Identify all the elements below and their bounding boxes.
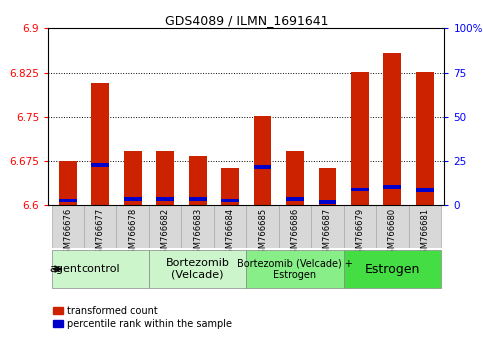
- Text: GSM766676: GSM766676: [63, 207, 72, 259]
- Bar: [116, 205, 149, 248]
- Title: GDS4089 / ILMN_1691641: GDS4089 / ILMN_1691641: [165, 14, 328, 27]
- Text: agent: agent: [49, 264, 81, 274]
- Bar: [91, 164, 109, 167]
- Text: GSM766687: GSM766687: [323, 207, 332, 259]
- Text: GSM766677: GSM766677: [96, 207, 105, 259]
- Bar: [279, 205, 311, 248]
- Bar: [344, 250, 441, 288]
- Bar: [214, 205, 246, 248]
- Bar: [246, 250, 344, 288]
- Bar: [189, 197, 207, 201]
- Text: GSM766684: GSM766684: [226, 207, 235, 258]
- Bar: [52, 205, 84, 248]
- Bar: [409, 205, 441, 248]
- Bar: [416, 188, 434, 192]
- Bar: [344, 205, 376, 248]
- Bar: [384, 185, 401, 189]
- Text: GSM766685: GSM766685: [258, 207, 267, 258]
- Bar: [286, 151, 304, 205]
- Bar: [91, 82, 109, 205]
- Bar: [149, 205, 182, 248]
- Bar: [156, 151, 174, 205]
- Text: GSM766682: GSM766682: [161, 207, 170, 258]
- Bar: [84, 205, 116, 248]
- Text: GSM766679: GSM766679: [355, 207, 365, 258]
- Bar: [254, 116, 271, 205]
- Bar: [319, 168, 337, 205]
- Bar: [124, 151, 142, 205]
- Bar: [221, 168, 239, 205]
- Text: Bortezomib (Velcade) +
Estrogen: Bortezomib (Velcade) + Estrogen: [237, 258, 353, 280]
- Text: GSM766686: GSM766686: [291, 207, 299, 259]
- Bar: [221, 199, 239, 202]
- Bar: [319, 200, 337, 204]
- Text: GSM766681: GSM766681: [420, 207, 429, 258]
- Bar: [59, 199, 77, 202]
- Bar: [52, 250, 149, 288]
- Bar: [246, 205, 279, 248]
- Bar: [156, 197, 174, 201]
- Bar: [189, 156, 207, 205]
- Bar: [286, 197, 304, 201]
- Bar: [59, 161, 77, 205]
- Bar: [351, 72, 369, 205]
- Bar: [182, 205, 214, 248]
- Text: GSM766678: GSM766678: [128, 207, 137, 259]
- Bar: [376, 205, 409, 248]
- Text: Bortezomib
(Velcade): Bortezomib (Velcade): [166, 258, 229, 280]
- Bar: [149, 250, 246, 288]
- Text: GSM766683: GSM766683: [193, 207, 202, 259]
- Bar: [124, 197, 142, 201]
- Bar: [351, 188, 369, 191]
- Text: GSM766680: GSM766680: [388, 207, 397, 258]
- Bar: [384, 53, 401, 205]
- Legend: transformed count, percentile rank within the sample: transformed count, percentile rank withi…: [53, 306, 232, 329]
- Text: Estrogen: Estrogen: [365, 263, 420, 275]
- Bar: [254, 165, 271, 169]
- Bar: [311, 205, 344, 248]
- Text: control: control: [81, 264, 120, 274]
- Bar: [416, 72, 434, 205]
